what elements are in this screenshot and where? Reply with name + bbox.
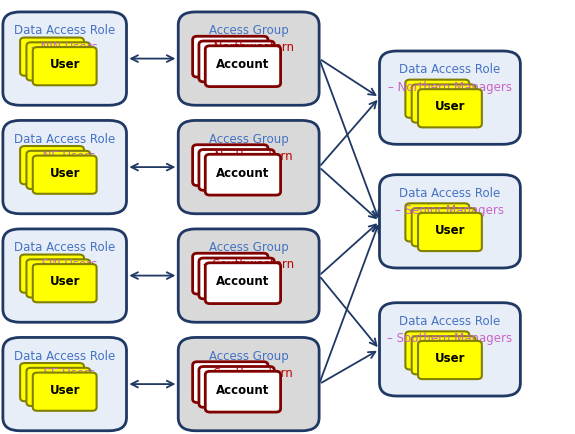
FancyBboxPatch shape	[33, 47, 97, 85]
Text: – NE Users: – NE Users	[33, 150, 96, 163]
FancyBboxPatch shape	[178, 338, 319, 431]
FancyBboxPatch shape	[3, 338, 126, 431]
Text: Data Access Role: Data Access Role	[399, 315, 501, 328]
Text: User: User	[49, 384, 80, 397]
Text: Account: Account	[216, 276, 270, 288]
FancyBboxPatch shape	[418, 89, 482, 128]
FancyBboxPatch shape	[205, 46, 281, 87]
Text: – NW Users: – NW Users	[31, 42, 98, 54]
Text: – Southwestern: – Southwestern	[203, 259, 294, 271]
Text: – Northwestern: – Northwestern	[204, 42, 294, 54]
FancyBboxPatch shape	[193, 362, 268, 403]
FancyBboxPatch shape	[418, 341, 482, 379]
FancyBboxPatch shape	[193, 253, 268, 294]
Text: Access Group: Access Group	[209, 241, 289, 254]
Text: Data Access Role: Data Access Role	[14, 133, 116, 145]
FancyBboxPatch shape	[199, 149, 274, 191]
FancyBboxPatch shape	[199, 258, 274, 299]
Text: User: User	[435, 101, 465, 113]
Text: – SW Users: – SW Users	[32, 259, 97, 271]
Text: – Southern Managers: – Southern Managers	[388, 332, 512, 345]
Text: – Senior Managers: – Senior Managers	[396, 204, 504, 217]
FancyBboxPatch shape	[205, 371, 281, 412]
FancyBboxPatch shape	[405, 80, 469, 118]
Text: Access Group: Access Group	[209, 350, 289, 362]
FancyBboxPatch shape	[405, 332, 469, 370]
FancyBboxPatch shape	[33, 264, 97, 302]
Text: Data Access Role: Data Access Role	[399, 187, 501, 200]
Text: Account: Account	[216, 59, 270, 71]
FancyBboxPatch shape	[205, 155, 281, 195]
FancyBboxPatch shape	[26, 151, 90, 189]
FancyBboxPatch shape	[3, 229, 126, 322]
FancyBboxPatch shape	[20, 38, 84, 76]
FancyBboxPatch shape	[33, 372, 97, 411]
FancyBboxPatch shape	[193, 145, 268, 186]
Text: User: User	[435, 224, 465, 237]
FancyBboxPatch shape	[199, 41, 274, 82]
Text: – Southeastern: – Southeastern	[204, 367, 293, 380]
FancyBboxPatch shape	[3, 12, 126, 105]
FancyBboxPatch shape	[178, 121, 319, 214]
FancyBboxPatch shape	[205, 263, 281, 304]
FancyBboxPatch shape	[20, 254, 84, 293]
Text: User: User	[49, 167, 80, 180]
Text: Access Group: Access Group	[209, 133, 289, 145]
FancyBboxPatch shape	[20, 146, 84, 184]
FancyBboxPatch shape	[26, 259, 90, 298]
FancyBboxPatch shape	[380, 303, 520, 396]
FancyBboxPatch shape	[412, 85, 476, 123]
FancyBboxPatch shape	[178, 12, 319, 105]
FancyBboxPatch shape	[178, 229, 319, 322]
Text: Data Access Role: Data Access Role	[399, 63, 501, 76]
FancyBboxPatch shape	[26, 43, 90, 81]
Text: Data Access Role: Data Access Role	[14, 241, 116, 254]
FancyBboxPatch shape	[26, 368, 90, 406]
Text: Data Access Role: Data Access Role	[14, 24, 116, 37]
Text: User: User	[435, 352, 465, 365]
FancyBboxPatch shape	[20, 363, 84, 401]
Text: – Northern Managers: – Northern Managers	[388, 81, 512, 93]
FancyBboxPatch shape	[412, 208, 476, 246]
FancyBboxPatch shape	[3, 121, 126, 214]
Text: – SE Users: – SE Users	[34, 367, 95, 380]
Text: Account: Account	[216, 384, 270, 397]
Text: – Northeastern: – Northeastern	[205, 150, 293, 163]
Text: Data Access Role: Data Access Role	[14, 350, 116, 362]
FancyBboxPatch shape	[380, 174, 520, 268]
Text: Account: Account	[216, 167, 270, 180]
FancyBboxPatch shape	[412, 336, 476, 374]
Text: User: User	[49, 59, 80, 71]
FancyBboxPatch shape	[193, 36, 268, 77]
FancyBboxPatch shape	[418, 213, 482, 251]
FancyBboxPatch shape	[380, 51, 520, 144]
Text: Access Group: Access Group	[209, 24, 289, 37]
FancyBboxPatch shape	[405, 203, 469, 241]
Text: User: User	[49, 276, 80, 288]
FancyBboxPatch shape	[199, 366, 274, 407]
FancyBboxPatch shape	[33, 156, 97, 194]
